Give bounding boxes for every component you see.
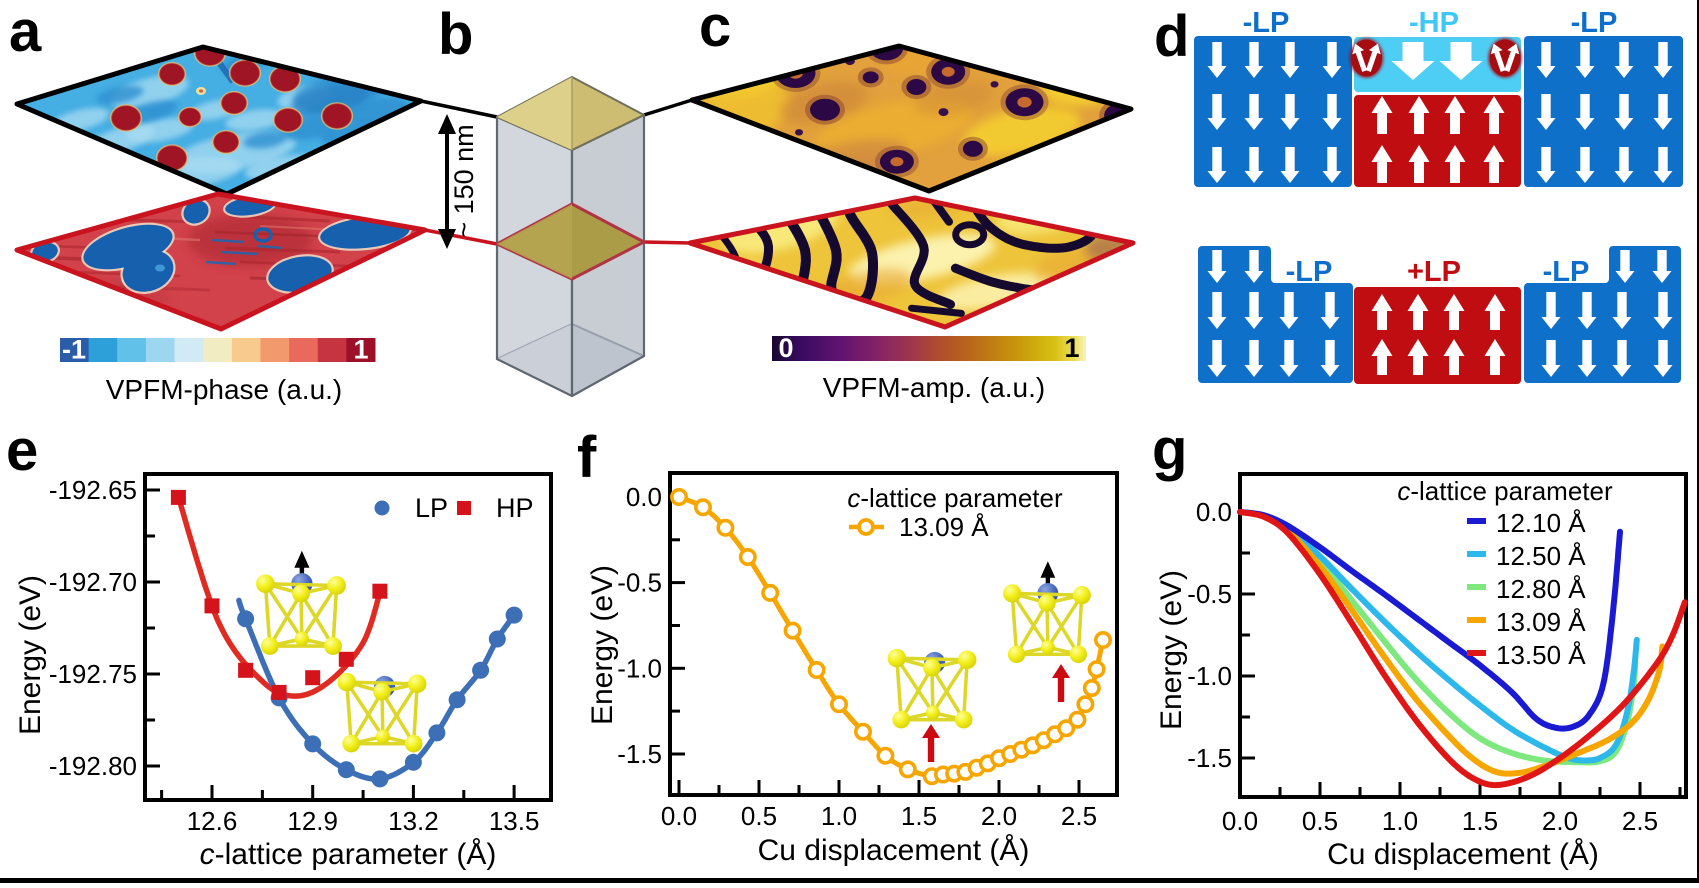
svg-text:2.0: 2.0	[1542, 806, 1578, 836]
svg-text:Cu displacement (Å): Cu displacement (Å)	[758, 834, 1030, 867]
svg-text:13.09 Å: 13.09 Å	[1496, 607, 1586, 637]
svg-text:0.0: 0.0	[661, 801, 697, 831]
svg-text:a: a	[9, 0, 42, 64]
svg-text:-0.5: -0.5	[1187, 579, 1232, 609]
svg-text:2.0: 2.0	[981, 801, 1017, 831]
svg-text:1.0: 1.0	[1382, 806, 1418, 836]
svg-text:Energy (eV): Energy (eV)	[14, 575, 47, 735]
svg-text:LP: LP	[415, 493, 448, 523]
svg-text:HP: HP	[496, 493, 534, 523]
svg-text:-LP: -LP	[1243, 7, 1290, 39]
svg-text:-192.65: -192.65	[49, 475, 137, 505]
svg-text:c: c	[699, 0, 731, 59]
svg-text:c-lattice parameter: c-lattice parameter	[1397, 476, 1613, 506]
svg-text:12.9: 12.9	[287, 806, 338, 836]
svg-text:2.5: 2.5	[1622, 806, 1658, 836]
svg-text:0.0: 0.0	[1222, 806, 1258, 836]
svg-text:c-lattice parameter (Å): c-lattice parameter (Å)	[200, 838, 497, 871]
svg-text:-192.70: -192.70	[49, 567, 137, 597]
svg-text:Energy (eV): Energy (eV)	[1155, 570, 1188, 730]
svg-text:0.0: 0.0	[1196, 497, 1232, 527]
svg-text:+LP: +LP	[1407, 256, 1461, 288]
svg-text:1.0: 1.0	[821, 801, 857, 831]
svg-text:-LP: -LP	[1571, 7, 1618, 39]
svg-text:d: d	[1154, 4, 1189, 69]
svg-text:1: 1	[1064, 333, 1079, 363]
svg-text:0.5: 0.5	[741, 801, 777, 831]
svg-text:13.2: 13.2	[388, 806, 439, 836]
svg-text:-LP: -LP	[1543, 256, 1590, 288]
svg-text:0.5: 0.5	[1302, 806, 1338, 836]
svg-text:1.5: 1.5	[901, 801, 937, 831]
svg-text:~ 150 nm: ~ 150 nm	[449, 124, 479, 237]
svg-text:13.50 Å: 13.50 Å	[1496, 640, 1586, 670]
svg-text:g: g	[1152, 417, 1187, 482]
svg-text:12.10 Å: 12.10 Å	[1496, 508, 1586, 538]
svg-text:-HP: -HP	[1409, 7, 1459, 39]
svg-text:-1.0: -1.0	[1187, 661, 1232, 691]
svg-text:13.5: 13.5	[489, 806, 540, 836]
svg-text:-0.5: -0.5	[617, 568, 662, 598]
svg-text:2.5: 2.5	[1061, 801, 1097, 831]
svg-text:-1.0: -1.0	[617, 653, 662, 683]
svg-text:-192.75: -192.75	[49, 659, 137, 689]
svg-text:0: 0	[778, 333, 793, 363]
svg-text:12.80 Å: 12.80 Å	[1496, 574, 1586, 604]
svg-text:Energy (eV): Energy (eV)	[586, 565, 619, 725]
svg-text:-1.5: -1.5	[617, 739, 662, 769]
svg-text:-LP: -LP	[1286, 256, 1333, 288]
svg-text:12.6: 12.6	[187, 806, 238, 836]
svg-text:-1: -1	[62, 335, 86, 365]
svg-text:VPFM-amp. (a.u.): VPFM-amp. (a.u.)	[823, 372, 1045, 403]
svg-text:0.0: 0.0	[626, 482, 662, 512]
svg-text:12.50 Å: 12.50 Å	[1496, 541, 1586, 571]
svg-text:-1.5: -1.5	[1187, 743, 1232, 773]
svg-text:Cu displacement (Å): Cu displacement (Å)	[1327, 838, 1599, 871]
svg-text:c-lattice parameter: c-lattice parameter	[847, 483, 1063, 513]
svg-text:VPFM-phase (a.u.): VPFM-phase (a.u.)	[106, 374, 343, 405]
svg-text:b: b	[438, 2, 473, 67]
svg-text:e: e	[6, 418, 38, 483]
svg-text:f: f	[577, 425, 597, 490]
svg-text:-192.80: -192.80	[49, 751, 137, 781]
svg-text:13.09 Å: 13.09 Å	[899, 512, 989, 542]
svg-text:1.5: 1.5	[1462, 806, 1498, 836]
svg-text:1: 1	[353, 335, 368, 365]
